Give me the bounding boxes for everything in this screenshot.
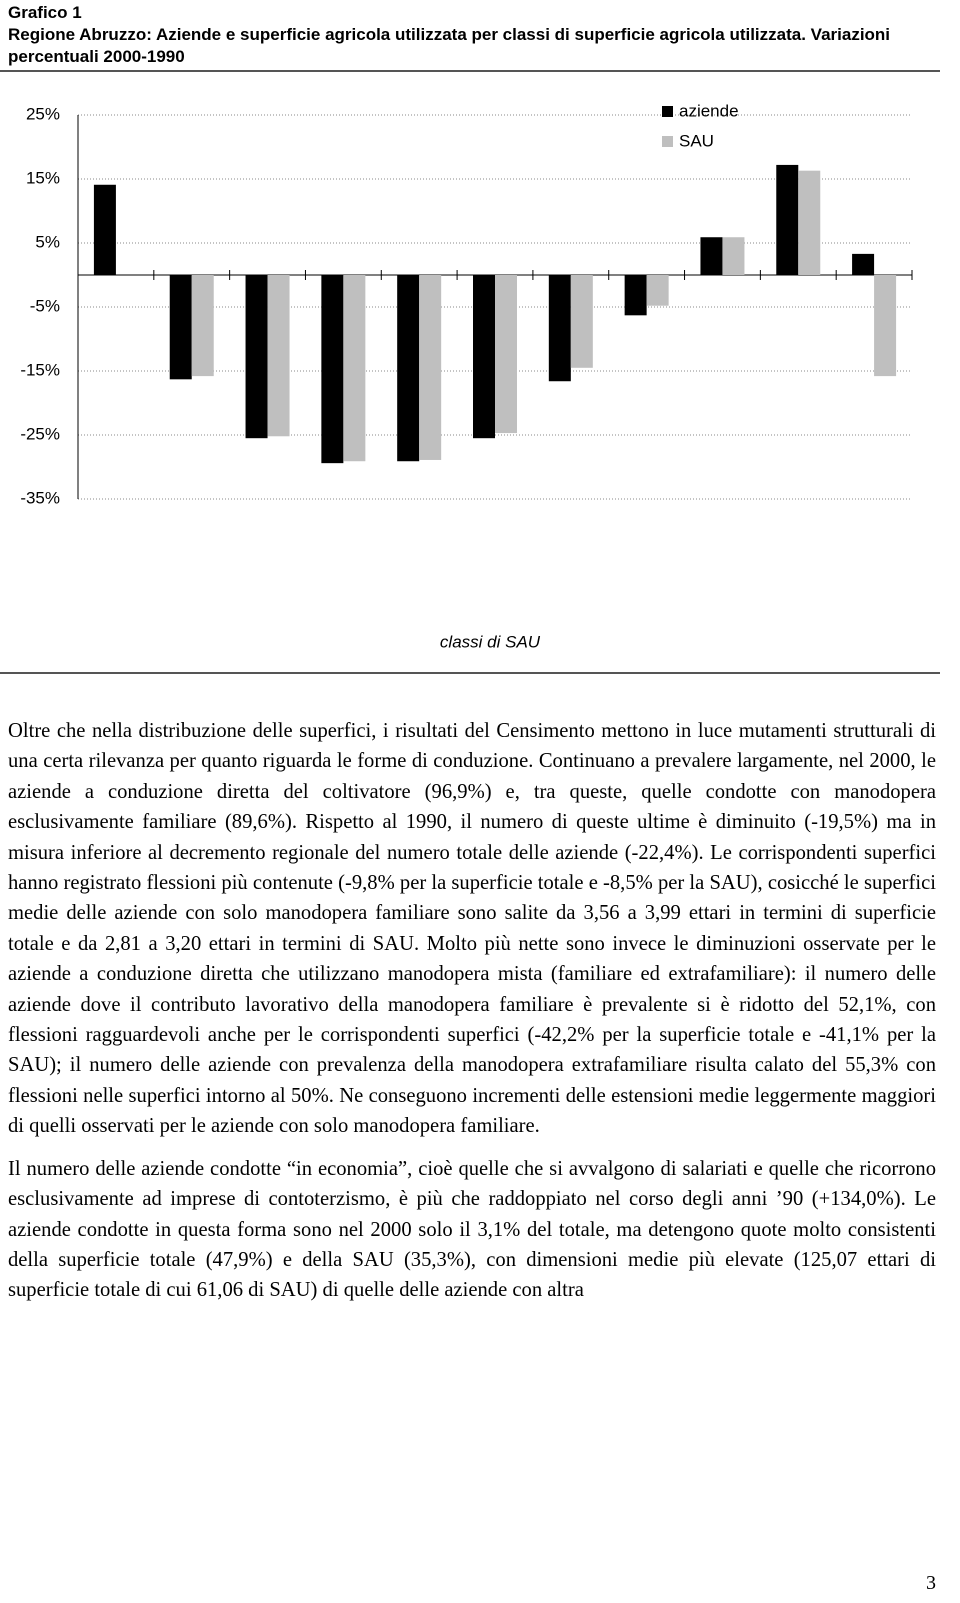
bar xyxy=(548,275,571,382)
paragraph: Oltre che nella distribuzione delle supe… xyxy=(8,720,936,1138)
bar xyxy=(245,275,268,439)
body-text: Oltre che nella distribuzione delle supe… xyxy=(8,716,936,1318)
divider xyxy=(0,672,940,674)
figure-title: Regione Abruzzo: Aziende e superficie ag… xyxy=(8,25,891,66)
bar xyxy=(321,275,344,464)
bar xyxy=(343,275,366,462)
bar xyxy=(570,275,593,368)
bar xyxy=(267,275,290,437)
legend-swatch xyxy=(662,106,673,117)
header: Grafico 1 Regione Abruzzo: Aziende e sup… xyxy=(8,2,938,68)
bar xyxy=(722,237,745,275)
y-tick-label: 25% xyxy=(26,104,60,123)
legend-swatch xyxy=(662,136,673,147)
bar xyxy=(473,275,495,439)
y-tick-label: 15% xyxy=(26,168,60,187)
y-tick-label: -5% xyxy=(30,296,60,315)
bar xyxy=(646,275,669,306)
legend-label: SAU xyxy=(679,131,714,150)
bar xyxy=(776,164,799,275)
figure-label: Grafico 1 xyxy=(8,3,82,22)
bar xyxy=(700,237,723,275)
y-tick-label: -15% xyxy=(20,360,60,379)
bar xyxy=(624,275,647,316)
paragraph: Il numero delle aziende condotte “in eco… xyxy=(8,1157,936,1302)
x-axis-title: classi di SAU xyxy=(440,632,541,651)
bar xyxy=(874,275,897,377)
legend-label: aziende xyxy=(679,101,739,120)
bar xyxy=(93,184,116,275)
y-tick-label: -35% xyxy=(20,488,60,507)
y-tick-label: 5% xyxy=(35,232,60,251)
bar xyxy=(397,275,420,462)
chart: classi di SAU 25% 15% 5% -5% -15% -25% -35% azi… xyxy=(20,101,913,651)
bar xyxy=(169,275,192,380)
page-number: 3 xyxy=(926,1572,936,1594)
bar xyxy=(798,170,821,275)
bar xyxy=(419,275,442,460)
bar xyxy=(495,275,517,434)
divider xyxy=(0,70,940,72)
bar xyxy=(191,275,214,377)
y-tick-label: -25% xyxy=(20,424,60,443)
bar xyxy=(852,253,875,275)
